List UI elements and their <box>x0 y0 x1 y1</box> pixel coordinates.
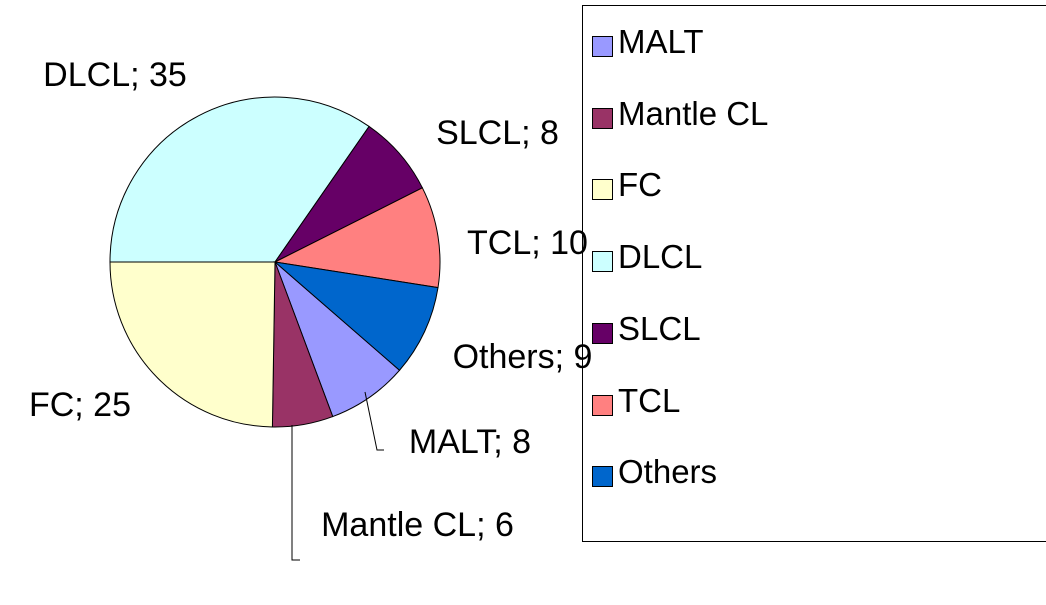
legend-label: DLCL <box>618 238 703 276</box>
pie-slice <box>273 261 439 371</box>
legend-label: MALT <box>618 23 704 60</box>
data-label: SLCL; 8 <box>436 114 559 152</box>
data-label: FC; 25 <box>28 386 132 424</box>
legend-label: Mantle CL <box>618 94 769 132</box>
pie-slice <box>109 261 276 428</box>
leader-line <box>364 391 384 451</box>
legend-label: FC <box>618 166 662 204</box>
legend-swatch <box>592 322 613 344</box>
legend-label: TCL <box>618 381 681 419</box>
legend-label: Others <box>618 453 718 491</box>
legend-swatch <box>592 394 613 416</box>
data-label: MALT; 8 <box>408 423 532 461</box>
legend-swatch <box>592 466 613 488</box>
legend-swatch <box>592 36 613 57</box>
data-label: Mantle CL; 6 <box>321 506 514 544</box>
legend-swatch <box>592 251 613 273</box>
pie-slice <box>109 96 370 263</box>
legend-label: SLCL <box>618 309 701 347</box>
legend: MALT Mantle CL FC DLCL SLCL TCL Others <box>582 5 1046 542</box>
legend-swatch <box>592 179 613 201</box>
leader-line <box>291 425 300 561</box>
data-label: Others; 9 <box>452 338 593 376</box>
legend-swatch <box>592 107 613 129</box>
pie-slice <box>273 187 441 289</box>
data-label: DLCL; 35 <box>43 56 187 94</box>
data-label: TCL; 10 <box>467 224 588 262</box>
